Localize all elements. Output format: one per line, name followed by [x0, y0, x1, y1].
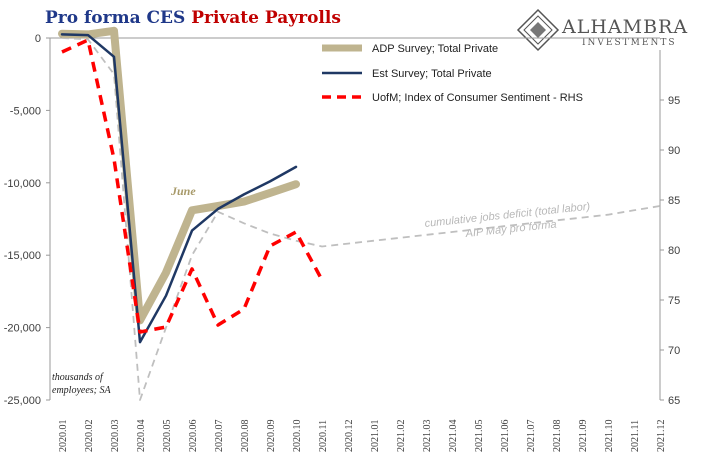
x-tick-label: 2021.09 [578, 420, 589, 453]
chart-title-part2: Private Payrolls [191, 8, 341, 28]
y-tick-label-right: 70 [668, 345, 680, 357]
x-tick-label: 2021.06 [500, 420, 511, 453]
x-tick-label: 2021.12 [656, 420, 667, 453]
x-tick-label: 2020.03 [110, 420, 121, 453]
series-line-uofm [61, 38, 324, 334]
y-ticks-right: 65 70 75 80 85 90 95 [660, 95, 680, 407]
x-tick-label: 2020.12 [344, 420, 355, 453]
x-tick-label: 2020.10 [292, 420, 303, 453]
x-tick-label: 2020.02 [84, 420, 95, 453]
legend-label-est: Est Survey; Total Private [372, 68, 492, 80]
y-tick-label-right: 90 [668, 145, 680, 157]
annotation-june: June [170, 184, 196, 198]
x-tick-label: 2020.09 [266, 420, 277, 453]
x-tick-label: 2020.01 [58, 420, 69, 453]
units-note-line1: thousands of [52, 372, 104, 383]
y-tick-label-left: -20,000 [4, 323, 41, 335]
chart-title: Pro forma CES Private Payrolls [45, 8, 341, 28]
x-ticks: 2020.01 2020.02 2020.03 2020.04 2020.05 2020.… [58, 420, 667, 453]
series-lines [58, 26, 661, 401]
x-tick-label: 2020.06 [188, 420, 199, 453]
series-line-proforma [61, 37, 661, 401]
y-tick-label-right: 65 [668, 395, 680, 407]
logo-name: ALHAMBRA [561, 16, 688, 38]
y-tick-label-left: 0 [35, 33, 41, 45]
x-tick-label: 2021.04 [448, 420, 459, 453]
x-tick-label: 2021.10 [604, 420, 615, 453]
series-line-est [60, 33, 298, 344]
x-tick-label: 2020.04 [136, 420, 147, 453]
y-tick-label-left: -10,000 [4, 178, 41, 190]
x-tick-label: 2020.05 [162, 420, 173, 453]
x-tick-label: 2021.02 [396, 420, 407, 453]
x-tick-label: 2020.11 [318, 420, 329, 452]
series-line-adp [58, 26, 300, 325]
y-tick-label-right: 75 [668, 295, 680, 307]
y-tick-label-left: -15,000 [4, 250, 41, 262]
chart-title-part1: Pro forma CES [45, 8, 191, 28]
legend: ADP Survey; Total Private Est Survey; To… [322, 43, 583, 104]
units-note-line2: employees; SA [52, 385, 111, 396]
y-tick-label-right: 95 [668, 95, 680, 107]
x-tick-label: 2021.03 [422, 420, 433, 453]
x-tick-label: 2021.07 [526, 420, 537, 453]
y-tick-label-right: 80 [668, 245, 680, 257]
x-tick-label: 2020.08 [240, 420, 251, 453]
y-tick-label-right: 85 [668, 195, 680, 207]
x-tick-label: 2020.07 [214, 420, 225, 453]
alhambra-logo: ALHAMBRA INVESTMENTS [516, 8, 688, 52]
x-tick-label: 2021.01 [370, 420, 381, 453]
legend-label-uofm: UofM; Index of Consumer Sentiment - RHS [372, 92, 583, 104]
x-tick-label: 2021.11 [630, 420, 641, 452]
y-ticks-left: 0 -5,000 -10,000 -15,000 -20,000 -25,000 [4, 33, 50, 407]
logo-subtitle: INVESTMENTS [582, 38, 677, 48]
y-tick-label-left: -25,000 [4, 395, 41, 407]
diamond-logo-icon [516, 8, 560, 52]
x-tick-label: 2021.05 [474, 420, 485, 453]
y-tick-label-left: -5,000 [10, 105, 41, 117]
x-tick-label: 2021.08 [552, 420, 563, 453]
legend-label-adp: ADP Survey; Total Private [372, 43, 498, 55]
